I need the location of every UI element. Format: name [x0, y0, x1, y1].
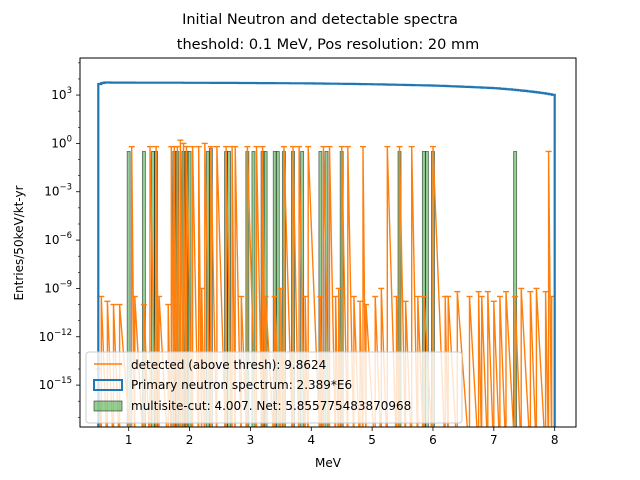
- chart-subtitle: theshold: 0.1 MeV, Pos resolution: 20 mm: [177, 37, 479, 53]
- y-tick-label: 10−12: [39, 328, 72, 344]
- x-tick-label: 6: [429, 433, 437, 447]
- x-axis-label: MeV: [315, 456, 342, 470]
- legend-primary-swatch: [93, 379, 123, 391]
- y-axis: 10−15 10−12 10−9 10−6 10−3 100 103: [39, 62, 80, 418]
- chart-title: Initial Neutron and detectable spectra: [182, 12, 458, 28]
- y-tick-label: 10−9: [44, 279, 72, 295]
- y-tick-label: 10−3: [44, 183, 72, 199]
- x-axis: 1 2 3 4 5 6 7 8: [125, 427, 559, 447]
- legend-primary-label: Primary neutron spectrum: 2.389*E6: [131, 378, 352, 392]
- y-tick-label: 100: [51, 134, 72, 150]
- x-tick-label: 8: [551, 433, 559, 447]
- y-tick-label: 10−15: [39, 376, 72, 392]
- y-tick-label: 103: [51, 86, 72, 102]
- primary-step-line: [97, 81, 556, 427]
- multisite-bar: [424, 151, 429, 427]
- y-tick-label: 10−6: [44, 231, 72, 247]
- multisite-bar: [275, 151, 280, 427]
- legend-detected-label: detected (above thresh): 9.8624: [131, 358, 326, 372]
- legend-multisite-label: multisite-cut: 4.007. Net: 5.85577548387…: [131, 399, 411, 413]
- multisite-bar: [318, 151, 323, 427]
- multisite-bar: [141, 151, 146, 427]
- detected-series: [95, 139, 555, 427]
- legend: detected (above thresh): 9.8624 Primary …: [85, 351, 463, 424]
- legend-multisite-swatch: [93, 400, 123, 412]
- primary-series: [97, 81, 556, 427]
- plot-area: [95, 81, 556, 427]
- x-tick-label: 1: [125, 433, 133, 447]
- x-tick-label: 5: [368, 433, 376, 447]
- x-tick-label: 2: [186, 433, 194, 447]
- detected-line: [97, 140, 553, 427]
- x-tick-label: 7: [490, 433, 498, 447]
- multisite-bar: [513, 151, 518, 427]
- x-tick-label: 4: [307, 433, 315, 447]
- axes-frame: [79, 57, 577, 428]
- x-tick-label: 3: [247, 433, 255, 447]
- legend-box: [85, 351, 463, 424]
- multisite-bar: [126, 151, 131, 427]
- y-axis-label: Entries/50keV/kt-yr: [12, 185, 26, 300]
